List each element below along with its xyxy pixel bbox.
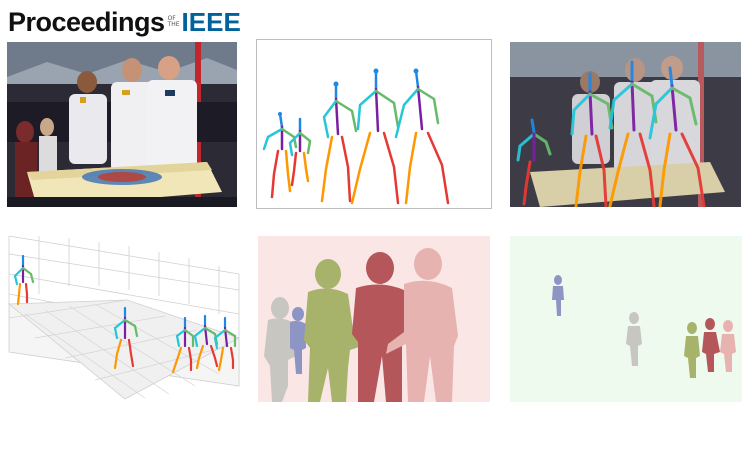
logo-of-the-text: OF THE: [168, 16, 180, 28]
2d-pose-skeletons: [256, 39, 492, 209]
3d-skeletons-on-grid: [5, 234, 243, 402]
pose-overlay-panel: [510, 42, 741, 207]
mesh-render-camera-view: [258, 236, 490, 402]
pose-overlay-photo: [510, 42, 741, 207]
mesh-render-camera-panel: [258, 236, 490, 402]
logo-ieee-text: IEEE: [182, 7, 241, 38]
mesh-render-top-panel: [510, 236, 742, 402]
logo-proceedings-text: Proceedings: [8, 7, 165, 38]
3d-skeletons-panel: [5, 234, 243, 402]
logo-the: THE: [168, 22, 180, 28]
input-photo-panel: [7, 42, 237, 207]
mesh-render-top-view: [510, 236, 742, 402]
input-photo: [7, 42, 237, 207]
proceedings-ieee-logo: Proceedings OF THE IEEE: [8, 6, 241, 38]
2d-pose-panel: [256, 39, 492, 209]
